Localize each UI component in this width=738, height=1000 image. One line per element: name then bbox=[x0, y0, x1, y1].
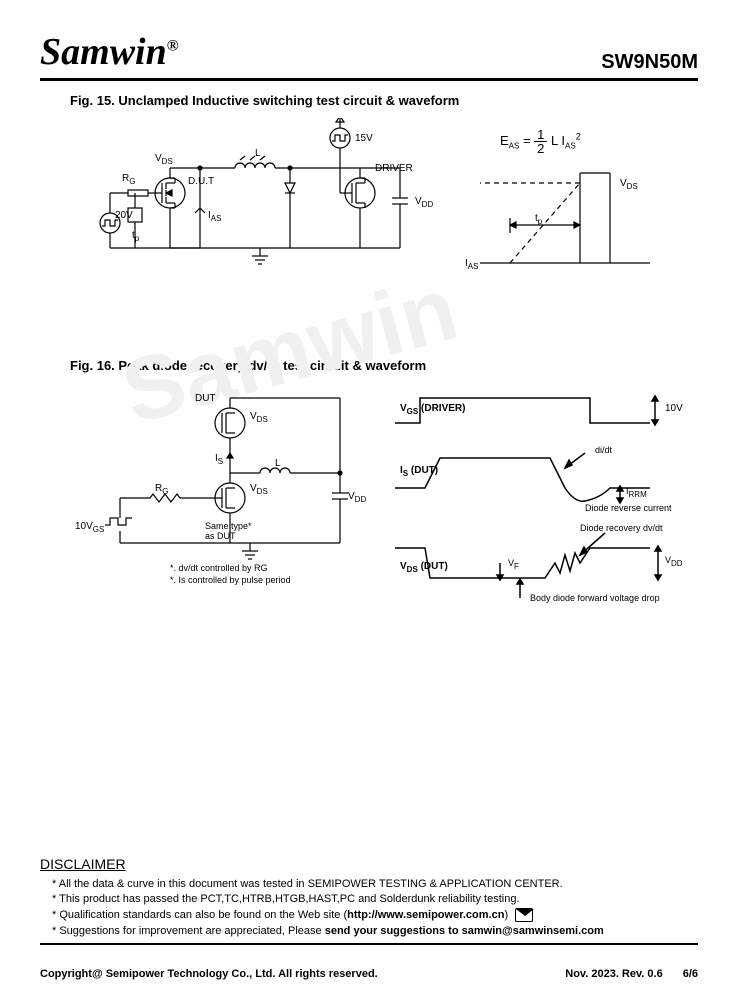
fig16-note1: *. dv/dt controlled by RG bbox=[170, 563, 268, 573]
part-number: SW9N50M bbox=[601, 51, 698, 74]
footer-copyright: Copyright@ Semipower Technology Co., Ltd… bbox=[40, 968, 378, 980]
logo-mark: ® bbox=[167, 37, 179, 54]
fig15-vds-label: VDS bbox=[155, 153, 173, 166]
brand-logo: Samwin® bbox=[40, 30, 179, 74]
fig16-vdd-label: VDD bbox=[348, 491, 366, 504]
fig16-vds-bot: VDS bbox=[250, 483, 268, 496]
fig16-container: DUT VDS IS L VDS VDD RG 10VGS Same type*… bbox=[40, 383, 698, 643]
fig15-wave-vds: VDS bbox=[620, 178, 638, 191]
fig16-note2: *. Is controlled by pulse period bbox=[170, 575, 291, 585]
fig16-diode-rev: Diode reverse current bbox=[585, 503, 672, 513]
fig15-tp-label: tp bbox=[132, 230, 139, 243]
fig15-dut-label: D.U.T bbox=[188, 176, 214, 187]
fig16-diode-recov: Diode recovery dv/dt bbox=[580, 523, 663, 533]
disclaimer-line-3: * Qualification standards can also be fo… bbox=[40, 908, 698, 922]
page-header: Samwin® SW9N50M bbox=[40, 30, 698, 81]
fig16-irrm: IRRM bbox=[626, 486, 647, 499]
fig15-wave-ias: IAS bbox=[465, 258, 478, 271]
fig15-equation: EAS = 1 2 L IAS2 bbox=[500, 128, 581, 155]
fig16-10v-label: 10VGS bbox=[75, 521, 104, 534]
fig16-vgs-driver-label: VGS (DRIVER) bbox=[400, 403, 465, 416]
disclaimer-line-1: * All the data & curve in this document … bbox=[40, 878, 698, 890]
mail-icon[interactable] bbox=[515, 908, 533, 922]
fig16-10v-wave: 10V bbox=[665, 403, 683, 414]
fig15-20v-label: 20V bbox=[115, 210, 133, 221]
fig16-is-dut-label: IS (DUT) bbox=[400, 465, 438, 478]
fig15-container: VDS L RG D.U.T IAS tp 20V 15V DRIVER VDD… bbox=[40, 118, 698, 318]
fig15-title: Fig. 15. Unclamped Inductive switching t… bbox=[70, 93, 698, 108]
disclaimer-line-2: * This product has passed the PCT,TC,HTR… bbox=[40, 893, 698, 905]
fig15-l-label: L bbox=[255, 148, 261, 159]
page-footer: Copyright@ Semipower Technology Co., Ltd… bbox=[40, 968, 698, 980]
fig16-vds-dut-label: VDS (DUT) bbox=[400, 561, 448, 574]
fig16-sametype: Same type*as DUT bbox=[205, 521, 252, 541]
fig16-is-label: IS bbox=[215, 453, 223, 466]
fig15-ias-label: IAS bbox=[208, 210, 221, 223]
fig15-wave-tp: tp bbox=[535, 213, 542, 226]
fig16-rg-label: RG bbox=[155, 483, 168, 496]
disclaimer-section: DISCLAIMER * All the data & curve in thi… bbox=[40, 856, 698, 945]
fig16-vdd-wave: VDD bbox=[665, 555, 683, 568]
footer-page: 6/6 bbox=[683, 968, 698, 980]
fig16-didt: di/dt bbox=[595, 445, 612, 455]
footer-date: Nov. 2023. Rev. 0.6 bbox=[565, 968, 662, 980]
fig15-driver-label: DRIVER bbox=[375, 163, 413, 174]
fig15-rg-label: RG bbox=[122, 173, 135, 186]
fig16-dut-label: DUT bbox=[195, 393, 216, 404]
fig15-waveform-svg bbox=[470, 163, 670, 303]
disclaimer-line-4: * Suggestions for improvement are apprec… bbox=[40, 925, 698, 937]
fig15-15v-label: 15V bbox=[355, 133, 373, 144]
disclaimer-rule bbox=[40, 943, 698, 945]
fig16-l-label: L bbox=[275, 458, 281, 469]
fig16-vds-top: VDS bbox=[250, 411, 268, 424]
fig16-vf: VF bbox=[508, 558, 519, 571]
logo-text: Samwin bbox=[40, 31, 167, 73]
fig16-title: Fig. 16. Peak diode recovery dv/dt test … bbox=[70, 358, 698, 373]
fig16-body-diode: Body diode forward voltage drop bbox=[530, 593, 660, 603]
fig15-vdd-label: VDD bbox=[415, 196, 433, 209]
disclaimer-title: DISCLAIMER bbox=[40, 856, 698, 872]
